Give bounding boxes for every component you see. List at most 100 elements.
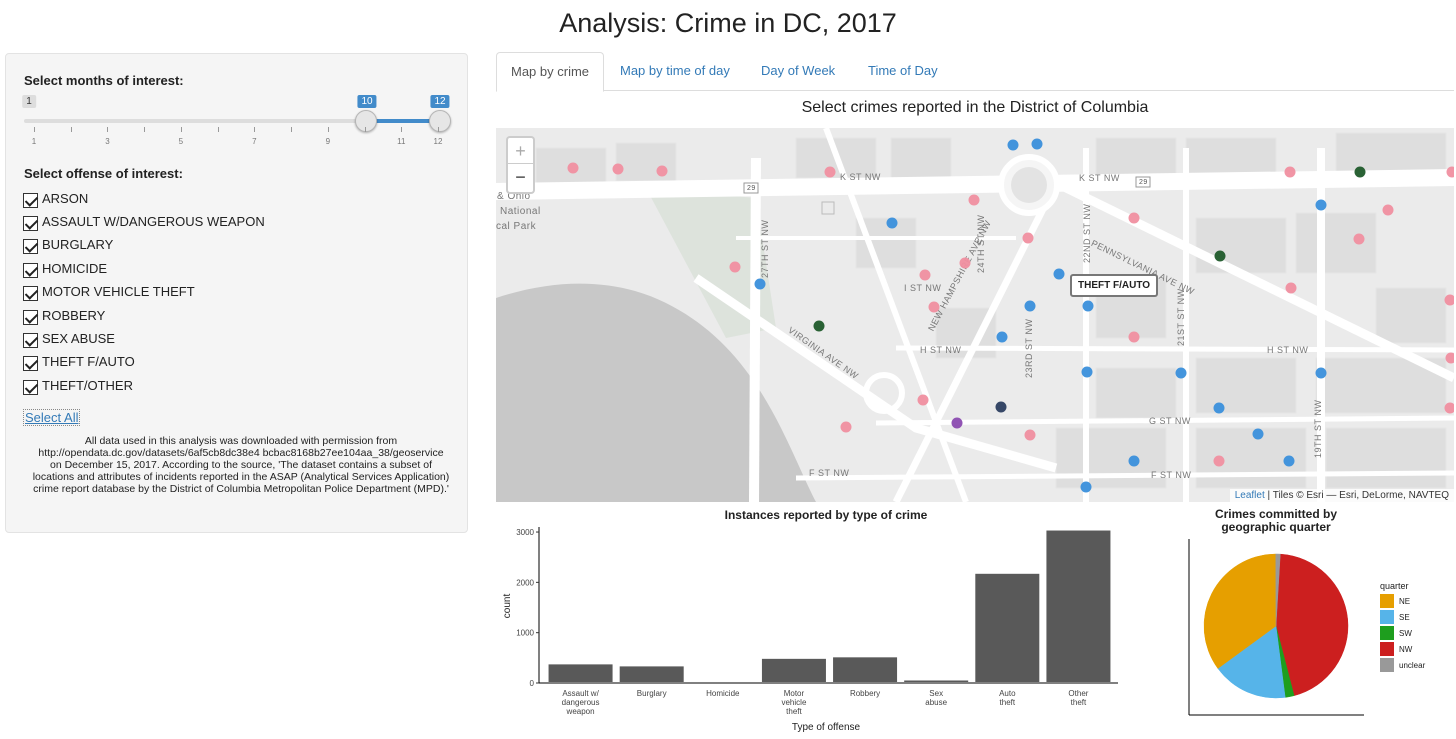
zoom-in-button[interactable]: + — [508, 138, 533, 164]
offense-checkbox-sex-abuse[interactable]: SEX ABUSE — [23, 328, 115, 348]
tab-time-of-day[interactable]: Time of Day — [854, 52, 952, 91]
pie-chart-panel: Crimes committed by geographic quarter q… — [1180, 505, 1456, 734]
crime-marker[interactable] — [929, 302, 940, 313]
bar-x-tick-label: theft — [1071, 698, 1087, 707]
tab-map-by-crime[interactable]: Map by crime — [496, 52, 604, 92]
tab-day-of-week[interactable]: Day of Week — [747, 52, 849, 91]
crime-marker[interactable] — [1284, 456, 1295, 467]
pie-chart-title-line2: geographic quarter — [1221, 520, 1331, 534]
crime-marker[interactable] — [1215, 251, 1226, 262]
crime-marker[interactable] — [1008, 140, 1019, 151]
offense-checkbox-theft-other[interactable]: THEFT/OTHER — [23, 375, 133, 395]
crime-marker[interactable] — [814, 321, 825, 332]
crime-marker[interactable] — [657, 166, 668, 177]
checkbox-checked-icon[interactable] — [23, 239, 38, 254]
crime-marker[interactable] — [1129, 332, 1140, 343]
pie-legend-swatch — [1380, 610, 1394, 624]
crime-marker[interactable] — [920, 270, 931, 281]
offense-checkbox-arson[interactable]: ARSON — [23, 188, 88, 208]
checkbox-checked-icon[interactable] — [23, 286, 38, 301]
checkbox-checked-icon[interactable] — [23, 263, 38, 278]
crime-marker[interactable] — [1032, 139, 1043, 150]
crime-marker[interactable] — [1214, 456, 1225, 467]
crime-marker[interactable] — [1082, 367, 1093, 378]
crime-marker[interactable] — [1445, 295, 1455, 306]
crime-marker[interactable] — [918, 395, 929, 406]
pie-chart: Crimes committed by geographic quarter q… — [1180, 505, 1456, 734]
pie-legend-label: NW — [1399, 645, 1413, 654]
crime-marker[interactable] — [1445, 403, 1455, 414]
checkbox-checked-icon[interactable] — [23, 193, 38, 208]
offense-checkbox-homicide[interactable]: HOMICIDE — [23, 258, 107, 278]
months-label: Select months of interest: — [24, 73, 184, 88]
bar-y-tick-label: 0 — [530, 679, 535, 688]
crime-marker[interactable] — [1355, 167, 1366, 178]
crime-marker[interactable] — [841, 422, 852, 433]
checkbox-checked-icon[interactable] — [23, 380, 38, 395]
pie-legend-label: SW — [1399, 629, 1412, 638]
crime-marker[interactable] — [1447, 167, 1455, 178]
slider-grid-label: 9 — [326, 137, 330, 146]
crime-marker[interactable] — [1383, 205, 1394, 216]
slider-grid-label: 1 — [32, 137, 36, 146]
crime-marker[interactable] — [1285, 167, 1296, 178]
bar-x-tick-label: vehicle — [781, 698, 806, 707]
offense-checkbox-motor-vehicle-theft[interactable]: MOTOR VEHICLE THEFT — [23, 281, 195, 301]
pie-chart-title-line1: Crimes committed by — [1215, 507, 1337, 521]
crime-marker[interactable] — [825, 167, 836, 178]
crime-marker[interactable] — [1081, 482, 1092, 493]
crime-marker[interactable] — [1316, 200, 1327, 211]
crime-marker[interactable] — [996, 402, 1007, 413]
crime-marker[interactable] — [1446, 353, 1455, 364]
crime-marker[interactable] — [887, 218, 898, 229]
checkbox-checked-icon[interactable] — [23, 356, 38, 371]
crime-marker[interactable] — [613, 164, 624, 175]
zoom-out-button[interactable]: − — [508, 164, 533, 190]
slider-from-handle[interactable] — [355, 110, 377, 132]
crime-marker[interactable] — [1054, 269, 1065, 280]
crime-marker[interactable] — [952, 418, 963, 429]
crime-marker[interactable] — [1129, 456, 1140, 467]
bar-x-tick-label: dangerous — [562, 698, 600, 707]
tab-bar: Map by crime Map by time of day Day of W… — [496, 52, 1454, 91]
offense-checkbox-robbery[interactable]: ROBBERY — [23, 305, 105, 325]
checkbox-checked-icon[interactable] — [23, 216, 38, 231]
tab-map-by-time-of-day[interactable]: Map by time of day — [606, 52, 744, 91]
crime-marker[interactable] — [1023, 233, 1034, 244]
crime-marker[interactable] — [755, 279, 766, 290]
crime-marker[interactable] — [1176, 368, 1187, 379]
slider-grid-tick — [401, 127, 402, 132]
map-attribution: Leaflet | Tiles © Esri — Esri, DeLorme, … — [1230, 489, 1454, 502]
crime-marker[interactable] — [997, 332, 1008, 343]
crime-marker[interactable] — [1025, 430, 1036, 441]
offense-checkbox-theft-f-auto[interactable]: THEFT F/AUTO — [23, 351, 135, 371]
offense-checkbox-burglary[interactable]: BURGLARY — [23, 234, 113, 254]
slider-min-badge: 1 — [22, 95, 36, 108]
select-all-link[interactable]: Select All — [23, 409, 80, 426]
crime-marker[interactable] — [1025, 301, 1036, 312]
crime-marker[interactable] — [730, 262, 741, 273]
crime-marker[interactable] — [1253, 429, 1264, 440]
crime-marker[interactable] — [1316, 368, 1327, 379]
offense-label: Select offense of interest: — [24, 166, 183, 181]
bar-chart-panel: Instances reported by type of crime Type… — [496, 505, 1136, 734]
slider-grid-tick — [107, 127, 108, 132]
checkbox-checked-icon[interactable] — [23, 310, 38, 325]
crime-marker[interactable] — [1129, 213, 1140, 224]
crime-marker[interactable] — [1083, 301, 1094, 312]
slider-to-badge: 12 — [430, 95, 449, 108]
checkbox-checked-icon[interactable] — [23, 333, 38, 348]
offense-checkbox-assault[interactable]: ASSAULT W/DANGEROUS WEAPON — [23, 211, 265, 231]
crime-marker[interactable] — [960, 258, 971, 269]
bar-chart-title: Instances reported by type of crime — [725, 508, 928, 522]
leaflet-link[interactable]: Leaflet — [1235, 490, 1265, 501]
crime-marker[interactable] — [568, 163, 579, 174]
crime-marker[interactable] — [969, 195, 980, 206]
crime-marker[interactable] — [1354, 234, 1365, 245]
crime-marker[interactable] — [1286, 283, 1297, 294]
crime-map[interactable]: K ST NW K ST NW I ST NW H ST NW H ST NW … — [496, 128, 1454, 502]
bar-x-tick-label: Sex — [929, 689, 943, 698]
crime-marker[interactable] — [1214, 403, 1225, 414]
slider-grid-label: 7 — [252, 137, 256, 146]
slider-to-handle[interactable] — [429, 110, 451, 132]
